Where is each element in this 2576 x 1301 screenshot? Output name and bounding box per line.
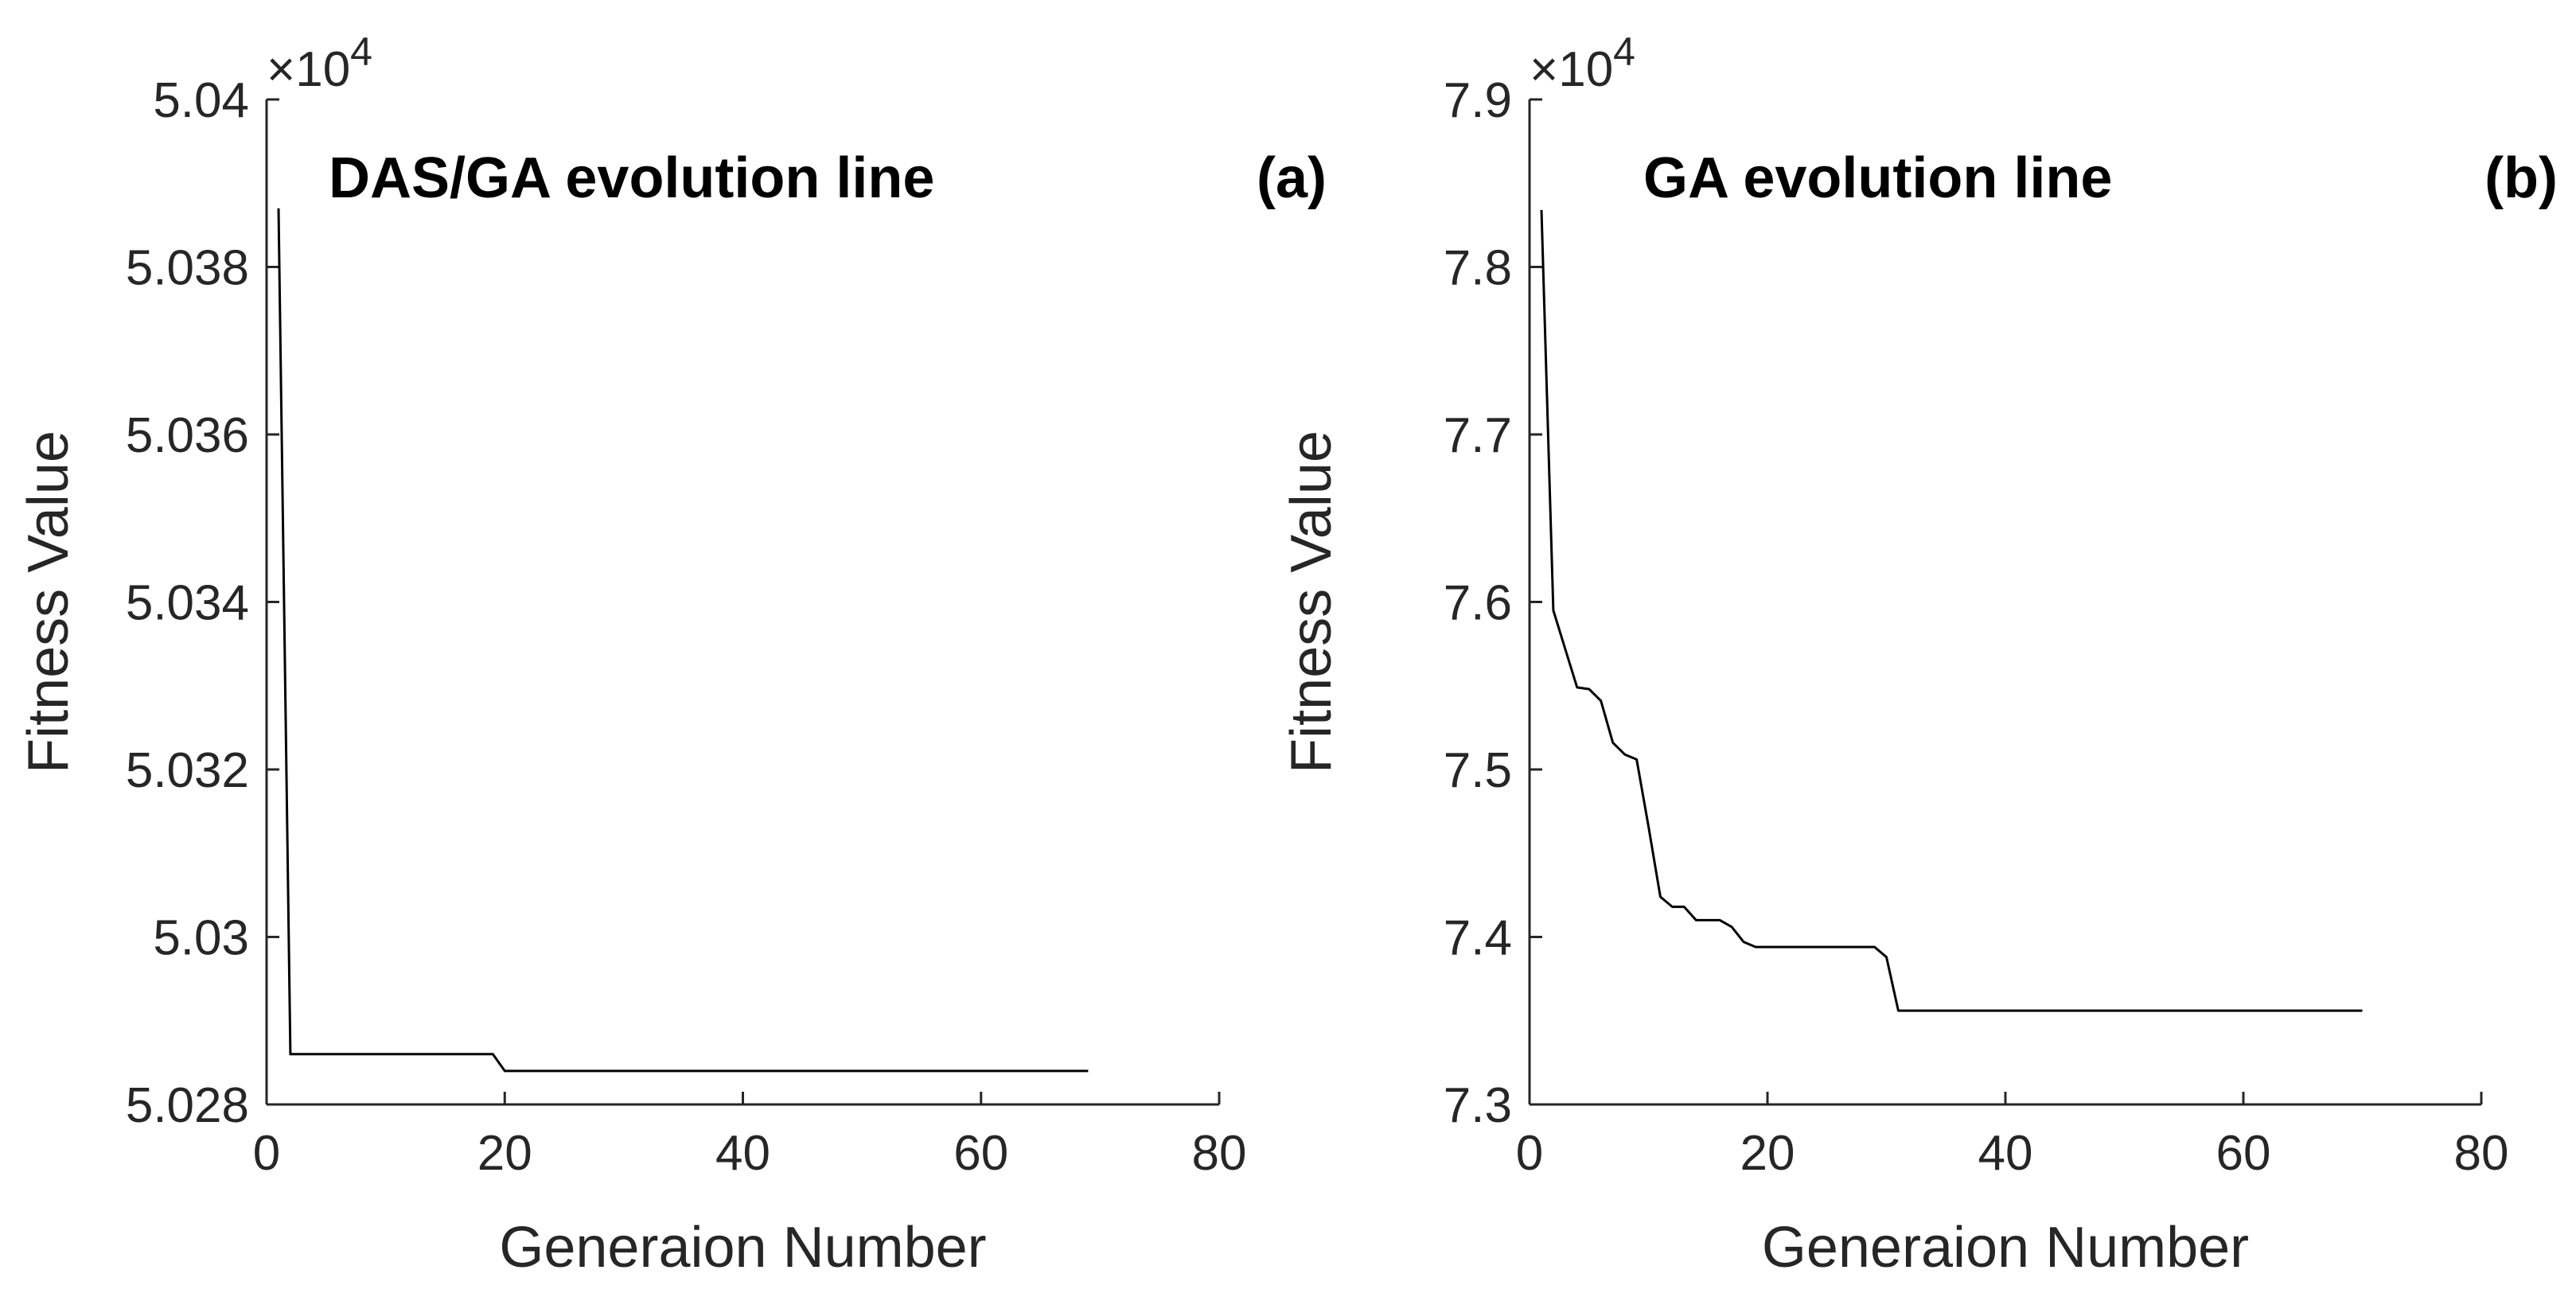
exponent-base: ×10 xyxy=(267,42,350,97)
x-tick-label: 80 xyxy=(1192,1126,1247,1181)
x-axis-label: Generaion Number xyxy=(1762,1216,2249,1280)
y-tick-label: 7.3 xyxy=(1444,1078,1512,1133)
series-line-das-ga xyxy=(277,208,1089,1073)
x-tick-label: 0 xyxy=(253,1126,280,1181)
x-tick-label: 20 xyxy=(477,1126,532,1181)
exponent-power: 4 xyxy=(350,29,372,74)
y-tick-label: 5.04 xyxy=(153,73,249,128)
x-tick-label: 80 xyxy=(2454,1126,2509,1181)
y-tick-label: 7.9 xyxy=(1444,73,1512,128)
x-tick-label: 60 xyxy=(2216,1126,2271,1181)
x-tick-label: 0 xyxy=(1516,1126,1543,1181)
chart-title: DAS/GA evolution line xyxy=(329,146,934,210)
exponent-base: ×10 xyxy=(1530,42,1613,97)
y-tick-label: 5.036 xyxy=(126,408,249,463)
x-tick-label: 40 xyxy=(1978,1126,2033,1181)
panel-a-chart: 0 20 40 60 80 5.028 5.03 5.032 5.034 5.036 5.038 5.… xyxy=(17,29,1327,1280)
series-line-ga xyxy=(1540,209,2363,1012)
y-tick-label: 5.028 xyxy=(126,1078,249,1133)
x-tick-label: 60 xyxy=(953,1126,1008,1181)
y-axis-label: Fitness Value xyxy=(17,430,80,773)
y-tick-label: 5.034 xyxy=(126,576,249,631)
y-tick-label: 7.4 xyxy=(1444,911,1512,966)
y-tick-label: 7.6 xyxy=(1444,576,1512,631)
panel-label: (a) xyxy=(1257,146,1327,210)
x-tick-label: 40 xyxy=(715,1126,770,1181)
y-tick-label: 7.8 xyxy=(1444,241,1512,296)
y-tick-label: 5.032 xyxy=(126,743,249,798)
exponent-power: 4 xyxy=(1613,29,1635,74)
chart-title: GA evolution line xyxy=(1643,146,2112,210)
axis-exponent-label: ×104 xyxy=(1530,29,1635,97)
y-tick-label: 5.038 xyxy=(126,241,249,296)
y-tick-label: 7.5 xyxy=(1444,743,1512,798)
y-axis-label: Fitness Value xyxy=(1280,430,1343,773)
y-tick-label: 7.7 xyxy=(1444,408,1512,463)
y-tick-label: 5.03 xyxy=(153,911,249,966)
panel-label: (b) xyxy=(2484,146,2558,210)
x-tick-label: 20 xyxy=(1740,1126,1795,1181)
x-axis-label: Generaion Number xyxy=(499,1216,986,1280)
axis-exponent-label: ×104 xyxy=(267,29,372,97)
